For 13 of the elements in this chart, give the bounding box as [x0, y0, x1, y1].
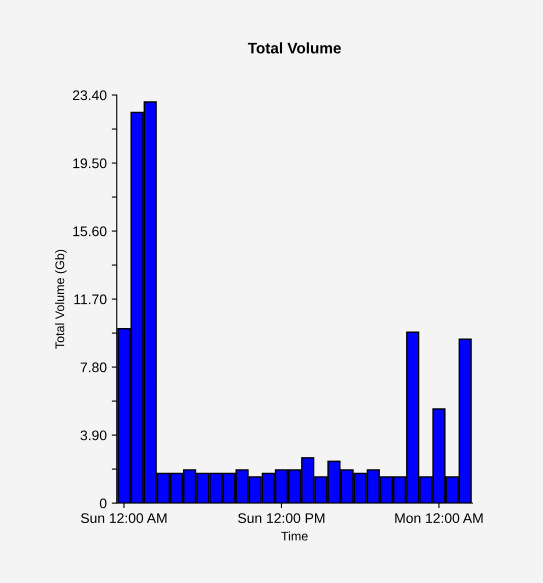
y-tick-label: 19.50: [73, 158, 106, 168]
x-tick-label: Mon 12:00 AM: [395, 513, 483, 524]
x-tick-label: Sun 12:00 PM: [238, 513, 324, 524]
y-axis-title: Total Volume (Gb): [55, 250, 67, 349]
chart-title: Total Volume: [248, 42, 341, 54]
y-tick-label: 11.70: [74, 294, 106, 304]
y-tick-label: 3.90: [80, 430, 106, 440]
x-tick-label: Sun 12:00 AM: [80, 513, 166, 524]
y-tick-label: 23.40: [72, 90, 106, 100]
y-tick-label: 15.60: [73, 226, 106, 236]
x-axis-title: Time: [281, 531, 308, 541]
y-tick-label: 0: [100, 498, 106, 508]
y-tick-label: 7.80: [80, 362, 106, 372]
